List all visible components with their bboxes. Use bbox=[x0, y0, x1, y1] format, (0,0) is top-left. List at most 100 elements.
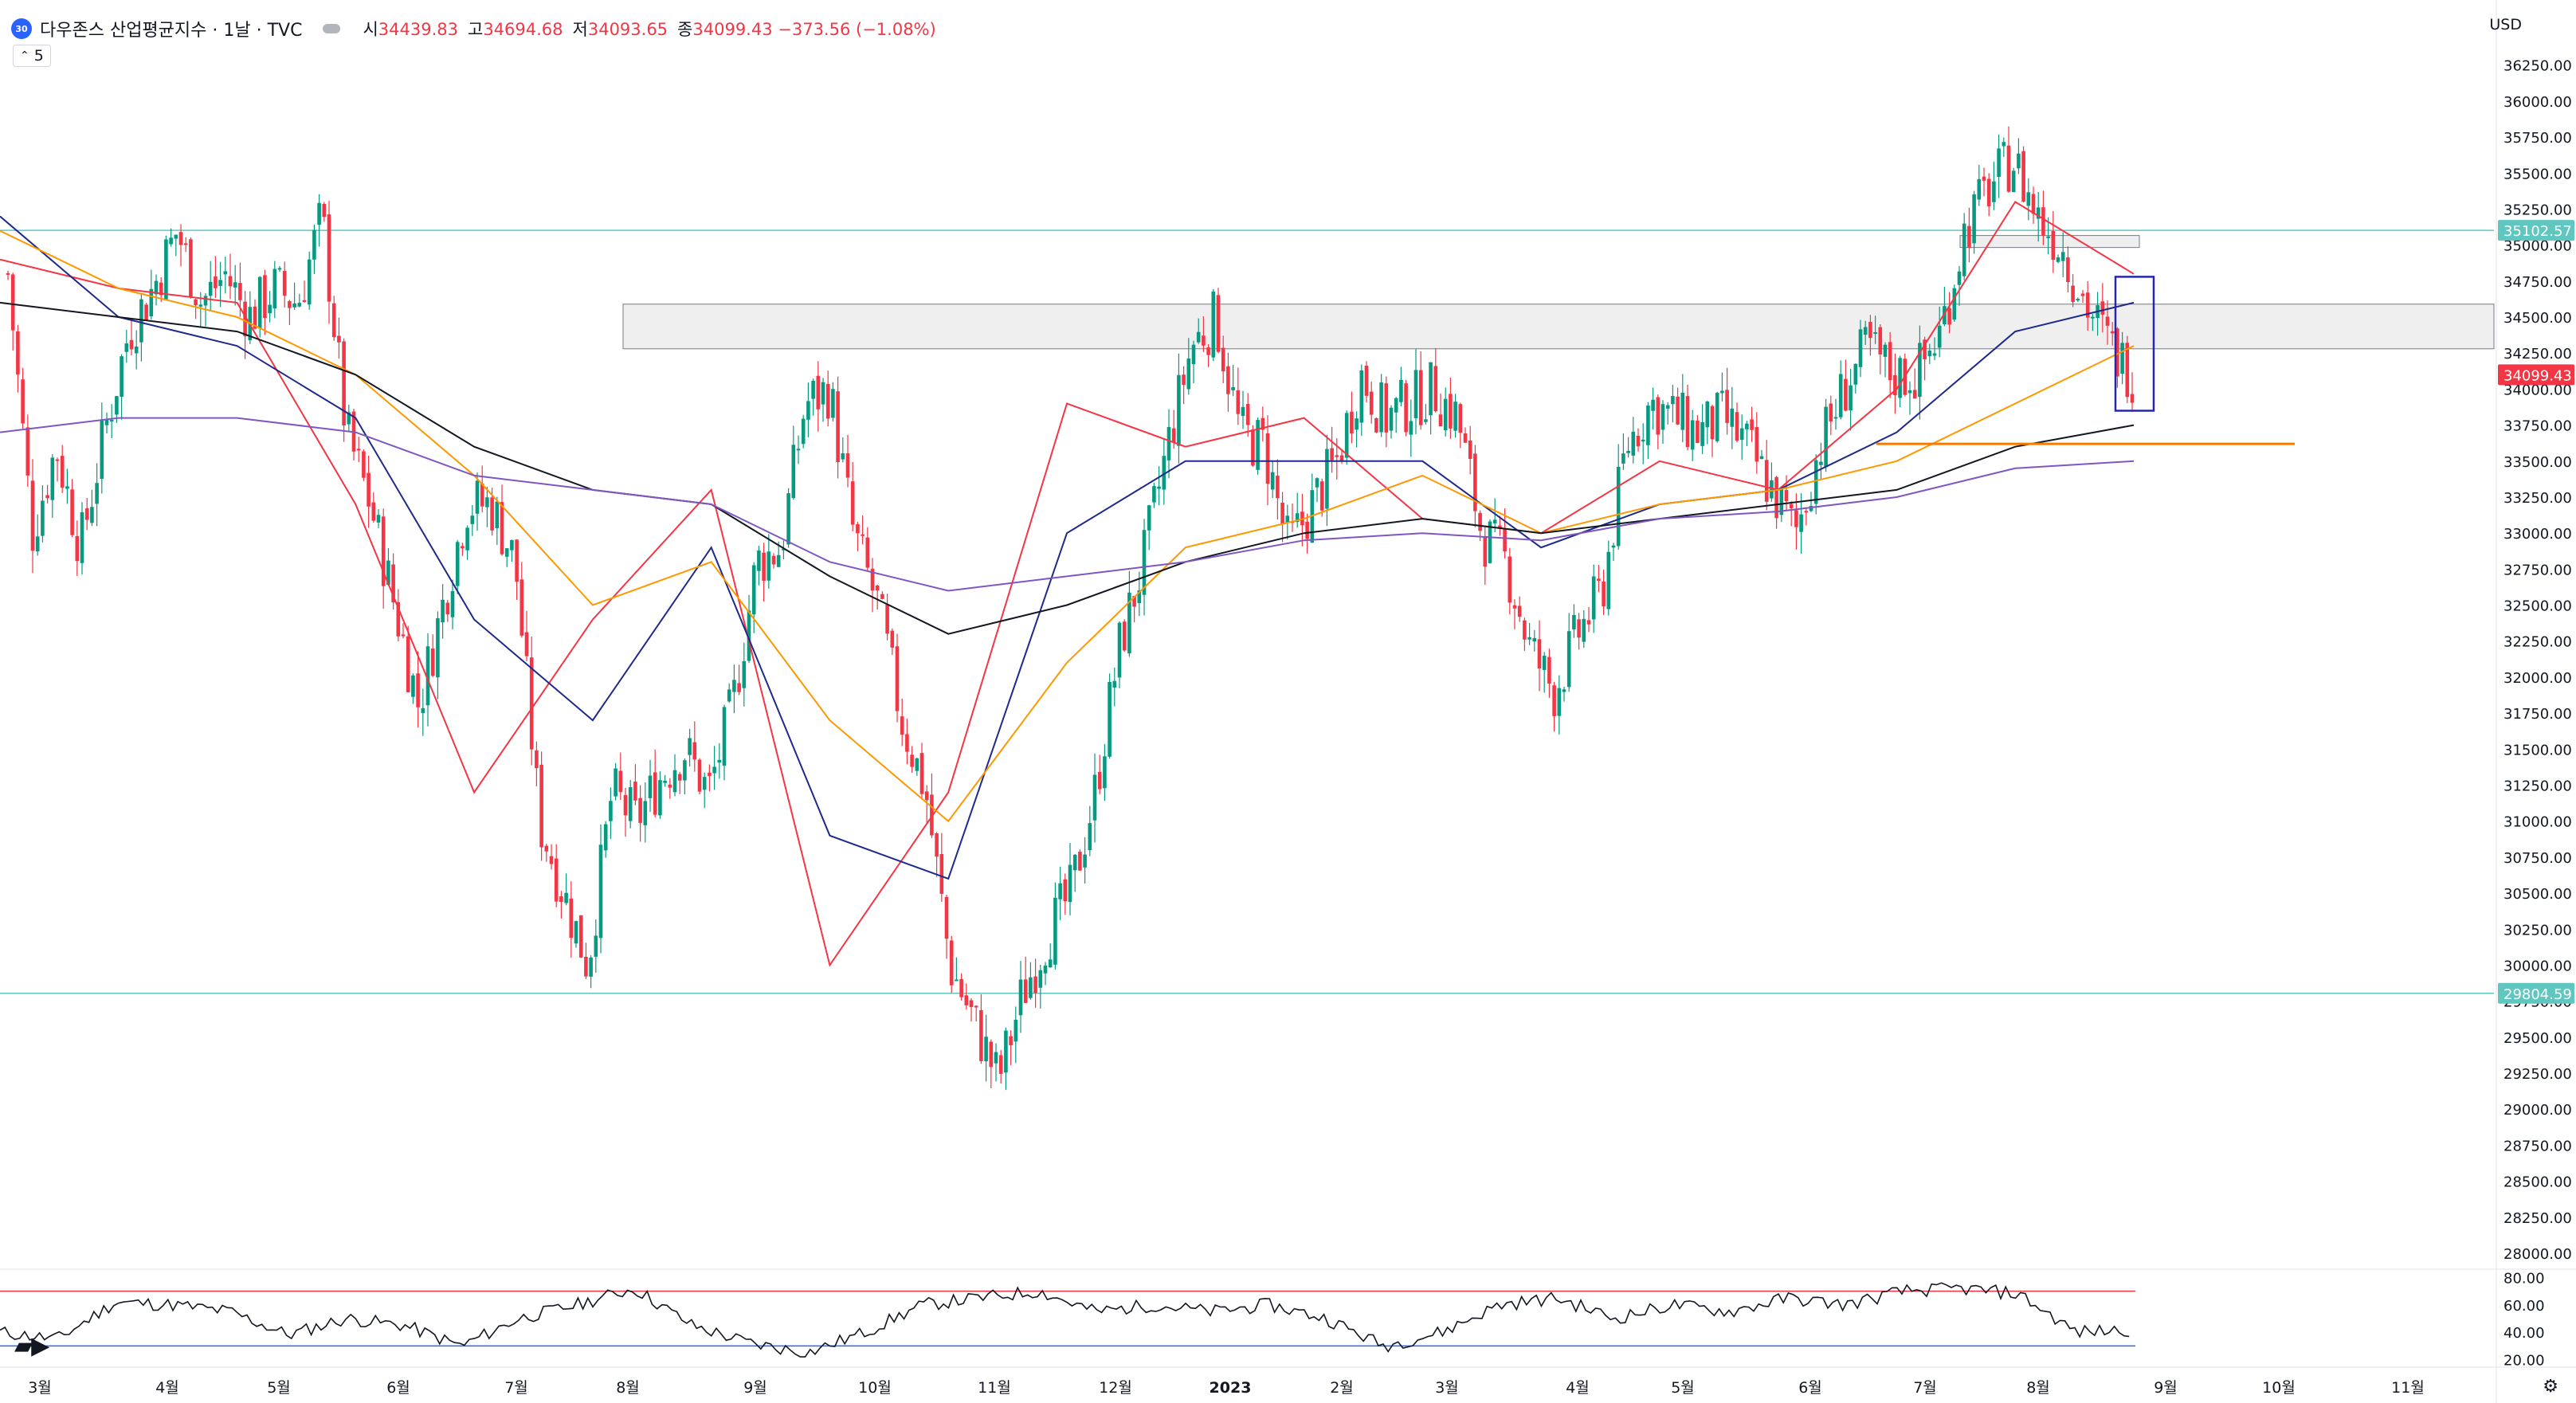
candle[interactable] bbox=[1977, 164, 1982, 206]
candle[interactable] bbox=[628, 779, 633, 829]
candle[interactable] bbox=[1191, 340, 1196, 384]
candle[interactable] bbox=[75, 520, 80, 576]
candle[interactable] bbox=[1992, 161, 1996, 210]
candle[interactable] bbox=[1290, 503, 1295, 532]
candle[interactable] bbox=[1418, 351, 1423, 430]
candle[interactable] bbox=[1789, 501, 1794, 527]
candle[interactable] bbox=[1276, 459, 1280, 519]
candle[interactable] bbox=[65, 468, 69, 504]
candle[interactable] bbox=[2041, 190, 2045, 245]
candle[interactable] bbox=[1088, 805, 1092, 856]
candle[interactable] bbox=[1626, 437, 1630, 458]
candle[interactable] bbox=[653, 749, 657, 817]
candle[interactable] bbox=[1893, 353, 1897, 414]
candle[interactable] bbox=[924, 785, 929, 823]
candle[interactable] bbox=[1527, 622, 1531, 645]
candle[interactable] bbox=[1863, 320, 1868, 346]
candle[interactable] bbox=[1458, 402, 1463, 449]
candle[interactable] bbox=[643, 782, 648, 843]
candle[interactable] bbox=[1918, 325, 1922, 420]
candle[interactable] bbox=[2046, 217, 2050, 255]
candle[interactable] bbox=[1117, 621, 1122, 688]
candle[interactable] bbox=[520, 562, 524, 638]
candle[interactable] bbox=[1221, 335, 1225, 384]
candle[interactable] bbox=[2105, 300, 2110, 345]
candle[interactable] bbox=[1957, 266, 1962, 306]
visibility-toggle-icon[interactable] bbox=[323, 24, 341, 33]
tradingview-logo[interactable]: ▰▶ bbox=[14, 1332, 49, 1360]
candle[interactable] bbox=[1943, 286, 1947, 327]
candle[interactable] bbox=[762, 543, 766, 602]
candle[interactable] bbox=[90, 489, 94, 527]
candle[interactable] bbox=[900, 698, 904, 747]
candle[interactable] bbox=[495, 496, 500, 546]
candle[interactable] bbox=[208, 261, 213, 312]
candle[interactable] bbox=[1211, 288, 1216, 362]
candle[interactable] bbox=[658, 771, 662, 819]
candle[interactable] bbox=[1468, 425, 1472, 475]
candle[interactable] bbox=[367, 455, 371, 528]
candle[interactable] bbox=[1888, 331, 1892, 398]
candle[interactable] bbox=[816, 361, 821, 432]
candle[interactable] bbox=[421, 688, 425, 736]
candle[interactable] bbox=[1344, 410, 1349, 465]
candle[interactable] bbox=[2026, 178, 2031, 221]
candle[interactable] bbox=[2021, 146, 2025, 202]
candle[interactable] bbox=[2051, 210, 2056, 273]
candle[interactable] bbox=[569, 881, 574, 958]
resistance-zone[interactable] bbox=[622, 304, 2495, 350]
candle[interactable] bbox=[1858, 319, 1863, 378]
candle[interactable] bbox=[1270, 460, 1275, 499]
candle[interactable] bbox=[70, 479, 74, 538]
candle[interactable] bbox=[139, 294, 143, 362]
candle[interactable] bbox=[1784, 475, 1789, 511]
candle[interactable] bbox=[1196, 318, 1201, 344]
candle[interactable] bbox=[134, 330, 139, 370]
candle[interactable] bbox=[1967, 207, 1971, 263]
currency-label[interactable]: USD bbox=[2489, 16, 2522, 33]
chart-title[interactable]: 다우존스 산업평균지수 · 1날 · TVC bbox=[40, 21, 303, 41]
candle[interactable] bbox=[1582, 610, 1586, 649]
candle[interactable] bbox=[21, 367, 25, 429]
candle[interactable] bbox=[1379, 374, 1383, 437]
candle[interactable] bbox=[1523, 617, 1527, 651]
candle[interactable] bbox=[386, 547, 390, 586]
candle[interactable] bbox=[1483, 526, 1488, 586]
candle[interactable] bbox=[124, 330, 129, 363]
candle[interactable] bbox=[648, 759, 653, 813]
candle[interactable] bbox=[1498, 515, 1502, 536]
candle[interactable] bbox=[614, 762, 618, 801]
candle[interactable] bbox=[727, 683, 731, 703]
candle[interactable] bbox=[979, 994, 983, 1064]
candle[interactable] bbox=[80, 502, 84, 575]
candle[interactable] bbox=[2066, 246, 2070, 293]
candle[interactable] bbox=[1083, 837, 1087, 884]
candle[interactable] bbox=[821, 378, 825, 422]
candle[interactable] bbox=[312, 225, 316, 274]
candle[interactable] bbox=[436, 611, 440, 700]
candle[interactable] bbox=[1384, 376, 1389, 448]
candle[interactable] bbox=[381, 508, 386, 609]
candle[interactable] bbox=[1512, 599, 1517, 629]
candle[interactable] bbox=[623, 787, 628, 837]
candle[interactable] bbox=[1492, 498, 1497, 533]
candle[interactable] bbox=[178, 224, 183, 267]
candle[interactable] bbox=[1602, 569, 1606, 615]
candle[interactable] bbox=[1844, 359, 1848, 412]
candle[interactable] bbox=[347, 404, 351, 433]
candle[interactable] bbox=[1245, 393, 1250, 437]
candle[interactable] bbox=[771, 553, 776, 569]
candle[interactable] bbox=[109, 404, 114, 438]
candle[interactable] bbox=[2076, 297, 2080, 303]
candle[interactable] bbox=[880, 591, 884, 600]
candle[interactable] bbox=[1739, 414, 1744, 460]
candle[interactable] bbox=[84, 497, 89, 531]
candle[interactable] bbox=[890, 628, 895, 656]
candle[interactable] bbox=[919, 743, 924, 798]
candle[interactable] bbox=[342, 338, 346, 442]
candle[interactable] bbox=[1033, 958, 1037, 1008]
candle[interactable] bbox=[1986, 173, 1991, 217]
candle[interactable] bbox=[1068, 843, 1072, 916]
candle[interactable] bbox=[1355, 411, 1359, 448]
candle[interactable] bbox=[277, 265, 282, 272]
